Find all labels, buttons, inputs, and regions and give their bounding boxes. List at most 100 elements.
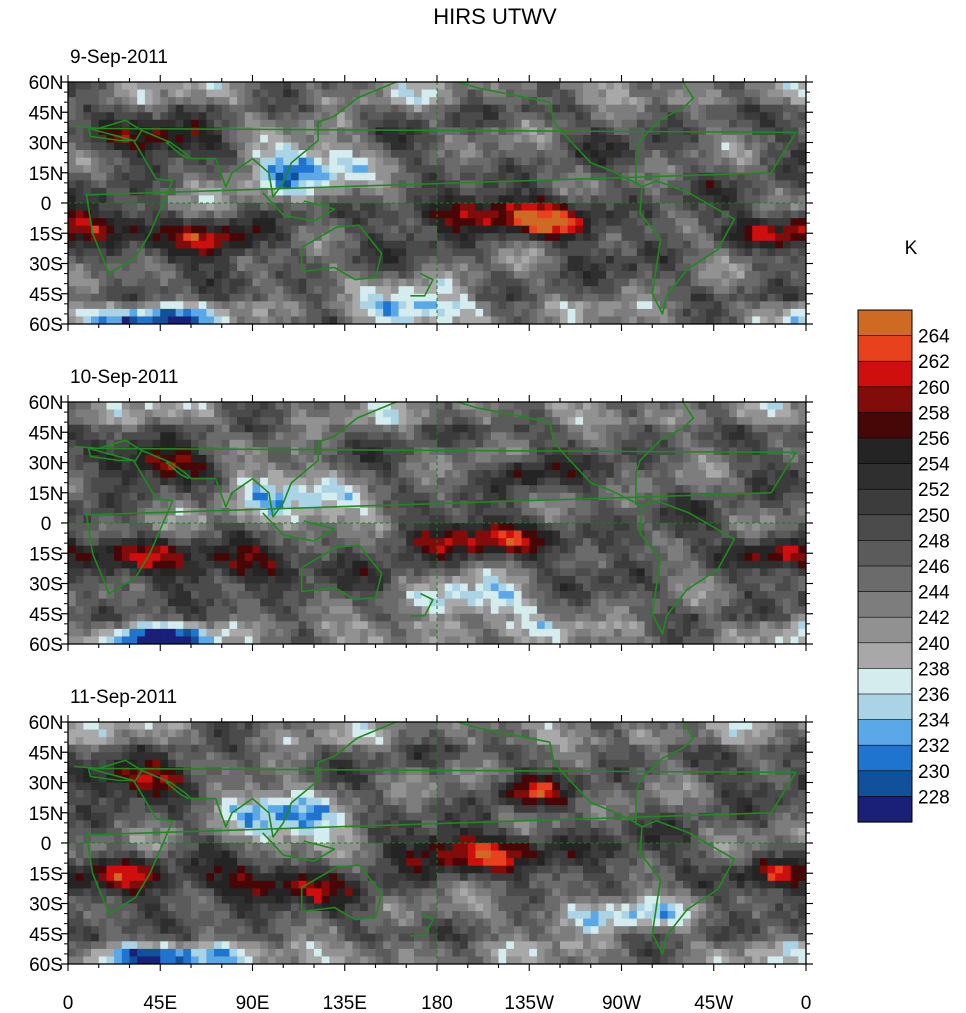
field-cell bbox=[390, 248, 399, 257]
field-cell bbox=[683, 402, 692, 410]
field-cell bbox=[713, 218, 722, 227]
field-cell bbox=[352, 470, 361, 479]
field-cell bbox=[544, 523, 553, 531]
field-cell bbox=[306, 515, 315, 524]
field-cell bbox=[498, 402, 507, 410]
field-cell bbox=[706, 112, 715, 121]
field-cell bbox=[767, 402, 776, 410]
field-cell bbox=[68, 417, 77, 426]
field-cell bbox=[106, 439, 115, 448]
field-cell bbox=[413, 417, 423, 426]
field-cell bbox=[536, 112, 546, 121]
field-cell bbox=[782, 187, 792, 196]
field-cell bbox=[690, 233, 699, 242]
field-cell bbox=[191, 180, 200, 189]
field-cell bbox=[521, 515, 530, 524]
field-cell bbox=[275, 293, 284, 302]
field-cell bbox=[352, 203, 361, 211]
field-cell bbox=[713, 507, 722, 516]
field-cell bbox=[160, 119, 169, 128]
field-cell bbox=[729, 263, 738, 272]
field-cell bbox=[298, 538, 307, 547]
field-cell bbox=[575, 263, 584, 272]
field-cell bbox=[621, 240, 630, 249]
field-cell bbox=[498, 308, 507, 317]
field-cell bbox=[329, 119, 338, 128]
field-cell bbox=[206, 271, 215, 280]
field-cell bbox=[152, 462, 161, 471]
field-cell bbox=[713, 157, 722, 166]
field-cell bbox=[198, 112, 207, 121]
field-cell bbox=[560, 432, 569, 441]
field-cell bbox=[552, 89, 561, 98]
field-cell bbox=[775, 417, 784, 426]
field-cell bbox=[583, 134, 592, 143]
field-cell bbox=[521, 470, 530, 479]
field-cell bbox=[398, 134, 407, 143]
field-cell bbox=[314, 248, 323, 257]
field-cell bbox=[575, 500, 584, 509]
field-cell bbox=[575, 417, 584, 426]
field-cell bbox=[721, 172, 730, 181]
field-cell bbox=[690, 515, 699, 524]
field-cell bbox=[767, 507, 776, 516]
field-cell bbox=[744, 530, 753, 539]
field-cell bbox=[552, 523, 561, 531]
field-cell bbox=[775, 187, 784, 196]
field-cell bbox=[152, 97, 161, 106]
field-cell bbox=[106, 142, 115, 151]
field-cell bbox=[598, 240, 607, 249]
field-cell bbox=[375, 180, 384, 189]
field-cell bbox=[352, 240, 361, 249]
field-cell bbox=[567, 233, 576, 242]
field-cell bbox=[667, 278, 676, 287]
field-cell bbox=[221, 417, 230, 426]
field-cell bbox=[160, 447, 169, 456]
field-cell bbox=[798, 97, 807, 106]
field-cell bbox=[306, 439, 315, 448]
field-cell bbox=[706, 240, 715, 249]
field-cell bbox=[798, 447, 807, 456]
field-cell bbox=[352, 255, 361, 264]
field-cell bbox=[106, 180, 115, 189]
field-cell bbox=[444, 180, 453, 189]
field-cell bbox=[191, 424, 200, 433]
field-cell bbox=[790, 402, 799, 410]
field-cell bbox=[560, 218, 569, 227]
field-cell bbox=[506, 150, 515, 159]
field-cell bbox=[129, 187, 138, 196]
field-cell bbox=[498, 134, 507, 143]
field-cell bbox=[337, 255, 346, 264]
field-cell bbox=[460, 157, 469, 166]
field-cell bbox=[444, 492, 453, 501]
field-cell bbox=[767, 409, 776, 418]
field-cell bbox=[260, 104, 269, 113]
field-cell bbox=[767, 210, 776, 219]
field-cell bbox=[183, 89, 192, 98]
field-cell bbox=[191, 293, 200, 302]
field-cell bbox=[321, 301, 330, 310]
field-cell bbox=[137, 255, 146, 264]
field-cell bbox=[83, 316, 92, 325]
field-cell bbox=[560, 112, 569, 121]
field-cell bbox=[352, 530, 361, 539]
field-cell bbox=[621, 278, 630, 287]
field-cell bbox=[790, 195, 799, 204]
field-cell bbox=[398, 248, 407, 257]
field-cell bbox=[68, 301, 77, 310]
field-cell bbox=[759, 104, 768, 113]
field-cell bbox=[244, 233, 253, 242]
field-cell bbox=[775, 507, 784, 516]
field-cell bbox=[290, 150, 300, 159]
field-cell bbox=[383, 293, 392, 302]
field-cell bbox=[298, 439, 307, 448]
field-cell bbox=[91, 515, 100, 524]
field-cell bbox=[444, 515, 453, 524]
field-cell bbox=[552, 500, 561, 509]
field-cell bbox=[629, 218, 638, 227]
field-cell bbox=[98, 271, 107, 280]
field-cell bbox=[598, 454, 607, 463]
field-cell bbox=[237, 492, 246, 501]
field-cell bbox=[298, 447, 307, 456]
field-cell bbox=[390, 293, 399, 302]
